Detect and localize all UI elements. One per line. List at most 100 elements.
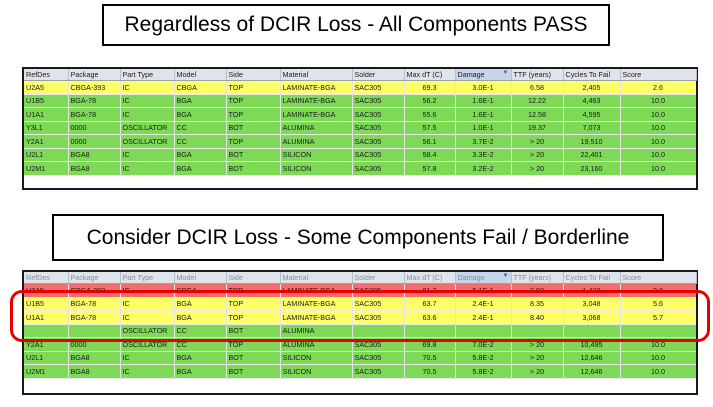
cell-solder: SAC305 [352, 161, 405, 176]
cell-damage: 5.8E-2 [455, 351, 512, 365]
column-header-ttf-years[interactable]: TTF (years) [511, 69, 564, 81]
column-header-ttf-years[interactable]: TTF (years) [511, 272, 564, 284]
cell-part-type: IC [120, 310, 175, 325]
cell-part-type: IC [120, 94, 175, 108]
table-row[interactable]: Y3L1 0000 OSCILLATOR CC BOT ALUMINA SAC305 57.5… [24, 121, 697, 135]
column-header-refdes[interactable]: RefDes [24, 272, 69, 284]
cell-package: 0000 [68, 134, 121, 149]
table-row[interactable]: U2L1 BGA8 IC BGA BOT SILICON SAC305 58.4 3.3E-2 >… [24, 148, 697, 162]
cell-max-dt-c: 56.2 [404, 94, 456, 108]
cell-damage: 1.0E-1 [455, 121, 512, 135]
table-row[interactable]: U2A5 CBGA-393 IC CBGA TOP LAMINATE-BGA SAC305 6… [24, 80, 697, 95]
cell-material: SILICON [280, 364, 353, 379]
column-header-refdes[interactable]: RefDes [24, 69, 69, 81]
cell-side: TOP [226, 107, 281, 122]
column-header-max-dt-c[interactable]: Max dT (C) [404, 272, 456, 284]
table-row[interactable]: U1A1 BGA-78 IC BGA TOP LAMINATE-BGA SAC305 63.6… [24, 310, 697, 325]
cell-ttf-years: 12.58 [511, 107, 564, 122]
column-header-max-dt-c[interactable]: Max dT (C) [404, 69, 456, 81]
column-header-damage[interactable]: Damage ▼ [455, 272, 512, 284]
column-header-material[interactable]: Material [280, 272, 353, 284]
cell-solder: SAC305 [352, 364, 405, 379]
column-header-cycles-to-fail[interactable]: Cycles To Fail [563, 69, 621, 81]
cell-max-dt-c: 70.5 [404, 364, 456, 379]
column-header-side[interactable]: Side [226, 69, 281, 81]
column-header-score[interactable]: Score [620, 69, 697, 81]
cell-ttf-years: 8.35 [511, 297, 564, 311]
cell-score: 10.0 [620, 351, 697, 365]
cell-model: CBGA [174, 80, 227, 95]
table-row[interactable]: U2M1 BGA8 IC BGA BOT SILICON SAC305 57.8 3.2E-2 >… [24, 161, 697, 176]
cell-material: LAMINATE-BGA [280, 107, 353, 122]
sort-desc-icon[interactable]: ▼ [502, 70, 509, 76]
cell-side: TOP [226, 94, 281, 108]
column-header-score[interactable]: Score [620, 272, 697, 284]
column-header-label: Material [282, 273, 309, 282]
cell-model: BGA [174, 94, 227, 108]
cell-damage: 2.4E-1 [455, 310, 512, 325]
table-row[interactable]: Y2A1 0000 OSCILLATOR CC TOP ALUMINA SAC305 56.1… [24, 134, 697, 149]
column-header-label: Score [622, 70, 642, 79]
table-row[interactable]: U1B5 BGA-78 IC BGA TOP LAMINATE-BGA SAC305 56.2… [24, 94, 697, 108]
sort-desc-icon[interactable]: ▼ [502, 273, 509, 279]
cell-ttf-years: > 20 [511, 364, 564, 379]
cell-part-type: IC [120, 351, 175, 365]
cell-side: BOT [226, 351, 281, 365]
cell-ttf-years: > 20 [511, 134, 564, 149]
column-header-model[interactable]: Model [174, 272, 227, 284]
cell-material: LAMINATE-BGA [280, 310, 353, 325]
cell-cycles-to-fail: 4,595 [563, 107, 621, 122]
cell-model: CC [174, 324, 227, 338]
component-grid-top: RefDes Package Part Type Model Side Material S… [24, 69, 697, 176]
cell-max-dt-c: 57.8 [404, 161, 456, 176]
column-header-label: Damage [457, 273, 485, 282]
column-header-label: Max dT (C) [406, 273, 443, 282]
column-header-label: Damage [457, 70, 485, 79]
table-row[interactable]: U1B5 BGA-78 IC BGA TOP LAMINATE-BGA SAC305 63.7… [24, 297, 697, 311]
column-header-model[interactable]: Model [174, 69, 227, 81]
table-body-top: U2A5 CBGA-393 IC CBGA TOP LAMINATE-BGA SAC305 6… [24, 80, 697, 176]
table-row[interactable]: OSCILLATOR CC BOT ALUMINA [24, 324, 697, 338]
table-row[interactable]: U1A1 BGA-78 IC BGA TOP LAMINATE-BGA SAC305 55.6… [24, 107, 697, 122]
column-header-solder[interactable]: Solder [352, 69, 405, 81]
cell-side: TOP [226, 310, 281, 325]
cell-cycles-to-fail: 12,646 [563, 364, 621, 379]
cell-damage: 3.3E-2 [455, 148, 512, 162]
cell-package: BGA8 [68, 161, 121, 176]
cell-max-dt-c: 63.7 [404, 297, 456, 311]
table-row[interactable]: U2L1 BGA8 IC BGA BOT SILICON SAC305 70.5 5.8E-2 >… [24, 351, 697, 365]
cell-refdes: Y3L1 [24, 121, 69, 135]
cell-package: BGA8 [68, 351, 121, 365]
cell-material: SILICON [280, 351, 353, 365]
column-header-package[interactable]: Package [68, 272, 121, 284]
column-header-material[interactable]: Material [280, 69, 353, 81]
column-header-label: Part Type [122, 273, 154, 282]
column-header-side[interactable]: Side [226, 272, 281, 284]
cell-solder: SAC305 [352, 297, 405, 311]
cell-cycles-to-fail: 12,646 [563, 351, 621, 365]
cell-material: LAMINATE-BGA [280, 94, 353, 108]
column-header-solder[interactable]: Solder [352, 272, 405, 284]
cell-score: 10.0 [620, 121, 697, 135]
cell-part-type: OSCILLATOR [120, 134, 175, 149]
cell-ttf-years: 8.40 [511, 310, 564, 325]
column-header-label: Model [176, 70, 197, 79]
cell-score: 10.0 [620, 94, 697, 108]
cell-part-type: IC [120, 107, 175, 122]
cell-damage [455, 324, 512, 338]
cell-part-type: IC [120, 148, 175, 162]
column-header-part-type[interactable]: Part Type [120, 272, 175, 284]
column-header-label: Package [70, 273, 99, 282]
column-header-damage[interactable]: Damage ▼ [455, 69, 512, 81]
cell-refdes [24, 324, 69, 338]
column-header-cycles-to-fail[interactable]: Cycles To Fail [563, 272, 621, 284]
column-header-part-type[interactable]: Part Type [120, 69, 175, 81]
column-header-package[interactable]: Package [68, 69, 121, 81]
column-header-label: TTF (years) [513, 70, 552, 79]
table-row[interactable]: U2M1 BGA8 IC BGA BOT SILICON SAC305 70.5 5.8E-2 >… [24, 364, 697, 379]
cell-side: BOT [226, 148, 281, 162]
bottom-caption: Consider DCIR Loss - Some Components Fai… [52, 214, 664, 261]
cell-refdes: U2L1 [24, 148, 69, 162]
column-header-label: Cycles To Fail [565, 70, 611, 79]
column-header-label: Model [176, 273, 197, 282]
